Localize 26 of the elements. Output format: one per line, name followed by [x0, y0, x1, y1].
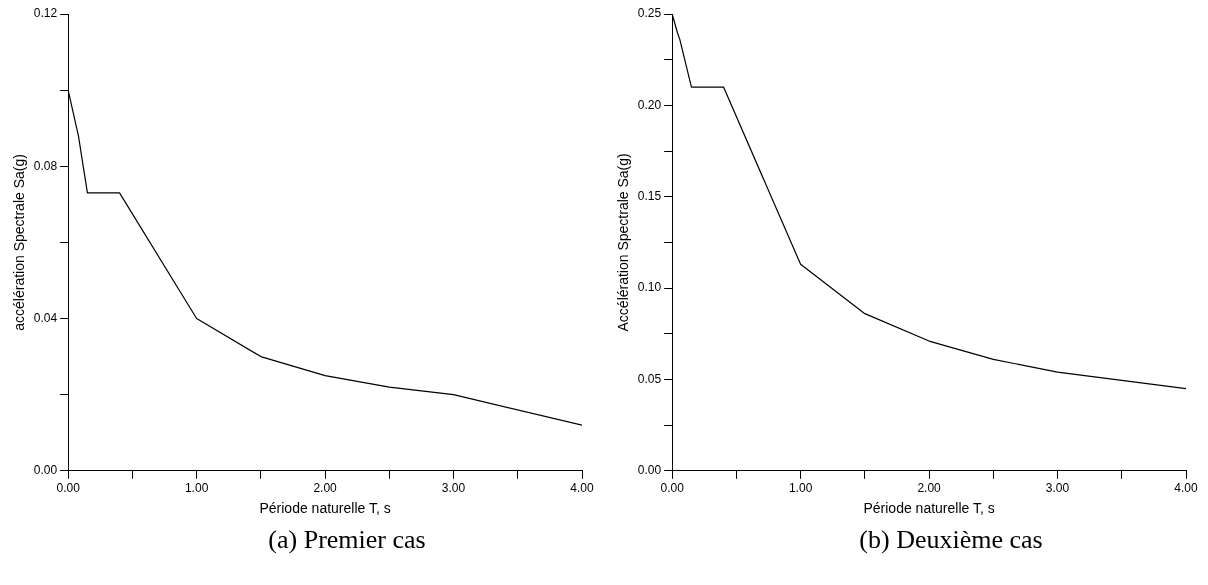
x-tick-label: 4.00 — [1174, 481, 1198, 496]
y-tick-label: 0.20 — [637, 97, 662, 112]
y-tick-label: 0.00 — [637, 463, 662, 478]
x-tick-label: 0.00 — [56, 481, 81, 496]
y-tick-label: 0.10 — [637, 280, 662, 295]
x-axis-title: Période naturelle T, s — [259, 500, 391, 517]
y-tick-label: 0.12 — [33, 6, 58, 21]
y-tick-label: 0.15 — [637, 189, 662, 204]
y-tick-label: 0.04 — [33, 310, 58, 325]
y-tick-label: 0.08 — [33, 158, 58, 173]
text: (b) Deuxième cas — [858, 525, 1044, 555]
x-tick-label: 1.00 — [184, 481, 209, 496]
y-axis-title: Accélération Spectrale Sa(g) — [615, 153, 632, 332]
y-tick-label: 0.00 — [33, 463, 58, 478]
x-tick-label: 4.00 — [570, 481, 594, 496]
y-tick-label: 0.05 — [637, 371, 662, 386]
y-axis-title: accélération Spectrale Sa(g) — [11, 154, 28, 331]
x-axis-title: Période naturelle T, s — [863, 500, 995, 517]
x-tick-label: 0.00 — [660, 481, 685, 496]
x-tick-label: 2.00 — [313, 481, 338, 496]
text: (a) Premier cas — [267, 525, 427, 555]
y-tick-label: 0.25 — [637, 6, 662, 21]
x-tick-label: 3.00 — [1045, 481, 1070, 496]
x-tick-label: 3.00 — [441, 481, 466, 496]
x-tick-label: 1.00 — [788, 481, 813, 496]
x-tick-label: 2.00 — [917, 481, 942, 496]
